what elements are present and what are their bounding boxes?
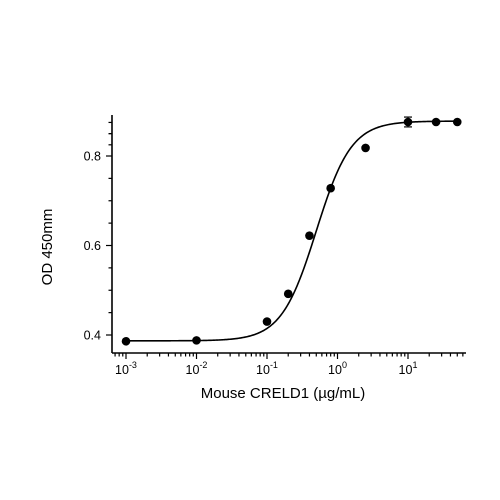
data-point	[431, 117, 441, 127]
data-point	[361, 143, 370, 153]
y-tick-label: 0.8	[84, 150, 101, 164]
data-point	[326, 183, 335, 193]
x-tick-label: 100	[328, 360, 347, 377]
x-tick-label: 10-2	[186, 360, 208, 377]
fit-curve-layer	[126, 120, 458, 342]
x-tick-label: 10-3	[115, 360, 137, 377]
data-point	[305, 231, 314, 240]
x-axis-title: Mouse CRELD1 (µg/mL)	[201, 385, 366, 402]
y-axis-title: OD 450mm	[39, 209, 56, 286]
y-tick-label: 0.4	[84, 329, 101, 343]
x-tick-label: 101	[399, 360, 418, 377]
fit-curve	[126, 120, 458, 342]
data-point	[121, 336, 131, 346]
y-tick-label: 0.6	[84, 239, 101, 253]
data-point	[192, 336, 201, 345]
data-points-layer	[121, 116, 462, 346]
data-point	[262, 317, 272, 326]
data-point	[403, 117, 413, 127]
axes: 0.4 0.6 0.8 10-3 10-2 10-1 100 101	[84, 115, 466, 377]
data-point	[283, 289, 293, 299]
data-point	[452, 117, 462, 127]
x-tick-label: 10-1	[256, 360, 278, 377]
